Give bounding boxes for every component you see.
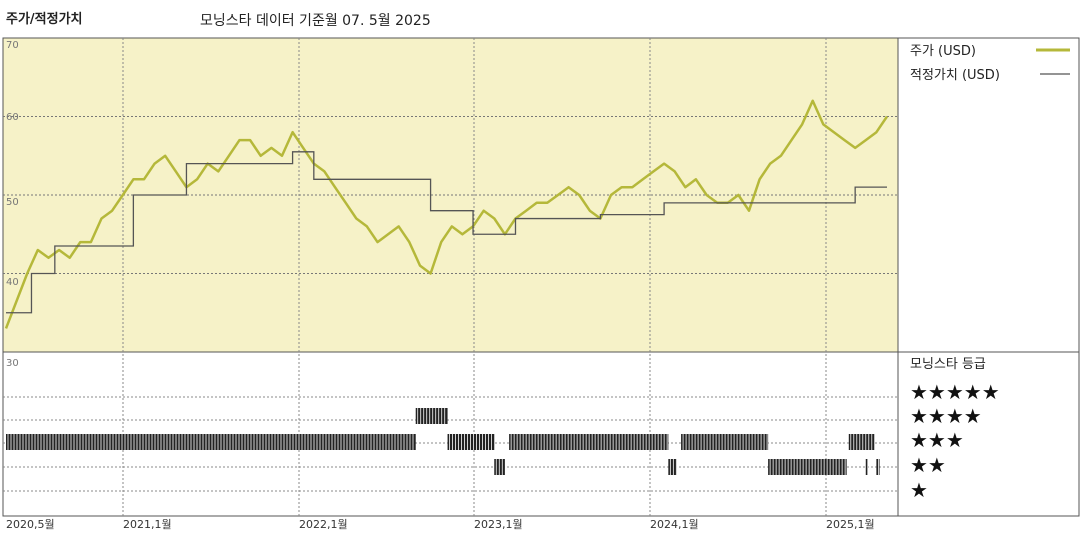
rating-bar-2-star (768, 459, 847, 475)
rating-bar-3-star (6, 434, 416, 450)
x-tick-label: 2021,1월 (123, 518, 172, 531)
x-tick-label: 2022,1월 (299, 518, 348, 531)
legend-price-label: 주가 (USD) (910, 44, 976, 59)
fair-value-step-line (6, 151, 887, 314)
y-tick-label: 40 (6, 277, 19, 288)
chart-subtitle: 모닝스타 데이터 기준월 07. 5월 2025 (200, 13, 431, 29)
star-row-3: ★★★ (910, 428, 964, 452)
y-tick-label: 50 (6, 197, 19, 208)
star-row-4: ★★★★ (910, 404, 982, 428)
chart-frame (2, 37, 1080, 517)
y-tick-label: 60 (6, 112, 19, 123)
y-tick-label: 70 (6, 40, 19, 51)
y-tick-label: 30 (6, 358, 19, 369)
legend-fair-label: 적정가치 (USD) (910, 68, 1000, 83)
x-tick-label: 2020,5월 (6, 518, 55, 531)
legend-rating-title: 모닝스타 등급 (910, 357, 986, 372)
star-row-5: ★★★★★ (910, 380, 1000, 404)
rating-bar-2-star (668, 459, 677, 475)
x-tick-label: 2024,1월 (650, 518, 699, 531)
price-series-line (4, 99, 889, 329)
x-tick-label: 2023,1월 (474, 518, 523, 531)
rating-bar-3-star (848, 434, 875, 450)
star-row-2: ★★ (910, 453, 946, 477)
x-tick-label: 2025,1월 (826, 518, 875, 531)
rating-bar-2-star (865, 459, 868, 475)
star-row-1: ★ (910, 478, 928, 502)
rating-bar-2-star (876, 459, 880, 475)
chart-title: 주가/적정가치 (6, 12, 83, 27)
